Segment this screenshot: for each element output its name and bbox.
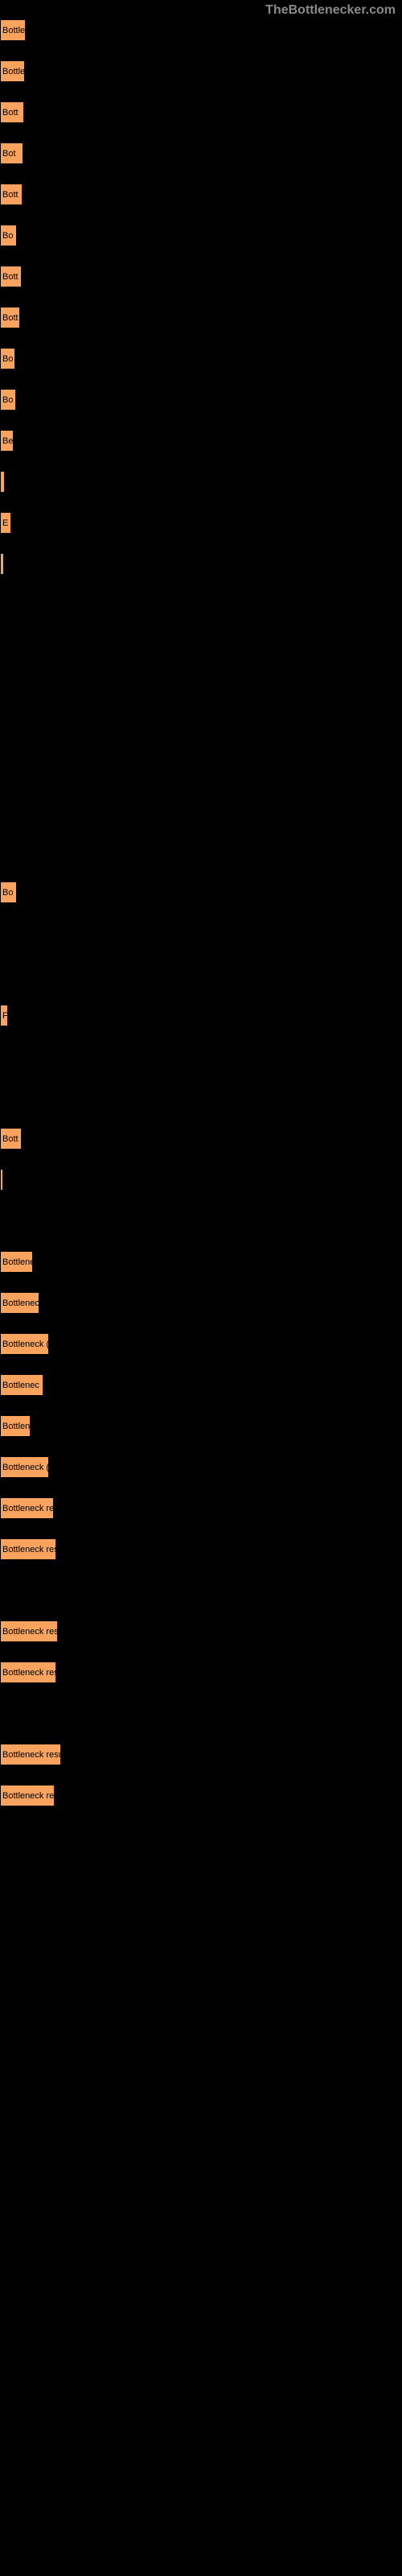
bar-row bbox=[0, 1046, 402, 1067]
bar-row: Bottleneck ( bbox=[0, 1333, 402, 1355]
bar-row bbox=[0, 553, 402, 575]
bar-row: Bottle bbox=[0, 19, 402, 41]
bar-row: Bottlenec bbox=[0, 1374, 402, 1396]
bar: Bottle bbox=[0, 19, 26, 41]
bar-row: Bottleneck re bbox=[0, 1497, 402, 1519]
bar: Bo bbox=[0, 348, 15, 369]
bar: Bottle bbox=[0, 60, 25, 82]
bar: Bo bbox=[0, 389, 16, 411]
bar: Bottleneck res bbox=[0, 1538, 56, 1560]
bar: Bottleneck res bbox=[0, 1662, 56, 1683]
bar-chart: Bottle Bottle Bott Bot Bott Bo Bott Bott Bo Bo Be E… bbox=[0, 19, 402, 1806]
bar-row: Bo bbox=[0, 389, 402, 411]
bar-row bbox=[0, 964, 402, 985]
bar: Bott bbox=[0, 1128, 22, 1150]
bar: F bbox=[0, 1005, 8, 1026]
bar-row: Bottle bbox=[0, 60, 402, 82]
bar: Be bbox=[0, 430, 14, 452]
bar: Bottlen bbox=[0, 1415, 31, 1437]
bar-row: E bbox=[0, 512, 402, 534]
bar: Bottleneck re bbox=[0, 1785, 55, 1806]
bar-row bbox=[0, 1579, 402, 1601]
bar-row bbox=[0, 799, 402, 821]
bar: Bottleneck ( bbox=[0, 1456, 49, 1478]
bar-row bbox=[0, 923, 402, 944]
bar-row bbox=[0, 758, 402, 780]
bar-row: Bottlene bbox=[0, 1251, 402, 1273]
bar bbox=[0, 471, 5, 493]
bar: Bottleneck res bbox=[0, 1620, 58, 1642]
bar-row: F bbox=[0, 1005, 402, 1026]
bar: Bottlene bbox=[0, 1251, 33, 1273]
bar: Bo bbox=[0, 881, 17, 903]
bar-row: Bottlen bbox=[0, 1415, 402, 1437]
bar: Bot bbox=[0, 142, 23, 164]
bar-row: Bottleneck re bbox=[0, 1785, 402, 1806]
bar-row: Bo bbox=[0, 348, 402, 369]
bar-row: Bott bbox=[0, 1128, 402, 1150]
bar: E bbox=[0, 512, 11, 534]
bar-row: Bottleneck res bbox=[0, 1662, 402, 1683]
site-header: TheBottlenecker.com bbox=[0, 0, 402, 19]
bar bbox=[0, 553, 4, 575]
bar: Bottleneck ( bbox=[0, 1333, 49, 1355]
bar-row: Bo bbox=[0, 881, 402, 903]
bar-row: Bottlenec bbox=[0, 1292, 402, 1314]
bar: Bottlenec bbox=[0, 1374, 43, 1396]
bar-row: Bott bbox=[0, 307, 402, 328]
bar-row: Bottleneck resu bbox=[0, 1744, 402, 1765]
bar-row: Be bbox=[0, 430, 402, 452]
bar bbox=[0, 1169, 3, 1191]
bar-row: Bott bbox=[0, 101, 402, 123]
bar-row: Bott bbox=[0, 184, 402, 205]
bar-row bbox=[0, 676, 402, 698]
bar-row bbox=[0, 471, 402, 493]
bar-row bbox=[0, 1169, 402, 1191]
bar-row: Bo bbox=[0, 225, 402, 246]
bar-row bbox=[0, 1210, 402, 1232]
bar-row bbox=[0, 840, 402, 862]
bar: Bottleneck re bbox=[0, 1497, 54, 1519]
bar-row bbox=[0, 717, 402, 739]
bar-row: Bot bbox=[0, 142, 402, 164]
bar: Bottlenec bbox=[0, 1292, 39, 1314]
bar-row: Bottleneck res bbox=[0, 1538, 402, 1560]
bar: Bott bbox=[0, 266, 22, 287]
bar: Bott bbox=[0, 307, 20, 328]
bar-row bbox=[0, 594, 402, 616]
bar-row: Bottleneck ( bbox=[0, 1456, 402, 1478]
bar: Bo bbox=[0, 225, 17, 246]
bar: Bott bbox=[0, 101, 24, 123]
bar-row bbox=[0, 1703, 402, 1724]
bar: Bott bbox=[0, 184, 23, 205]
bar-row bbox=[0, 1087, 402, 1108]
bar-row bbox=[0, 635, 402, 657]
bar-row: Bott bbox=[0, 266, 402, 287]
bar-row: Bottleneck res bbox=[0, 1620, 402, 1642]
bar: Bottleneck resu bbox=[0, 1744, 61, 1765]
